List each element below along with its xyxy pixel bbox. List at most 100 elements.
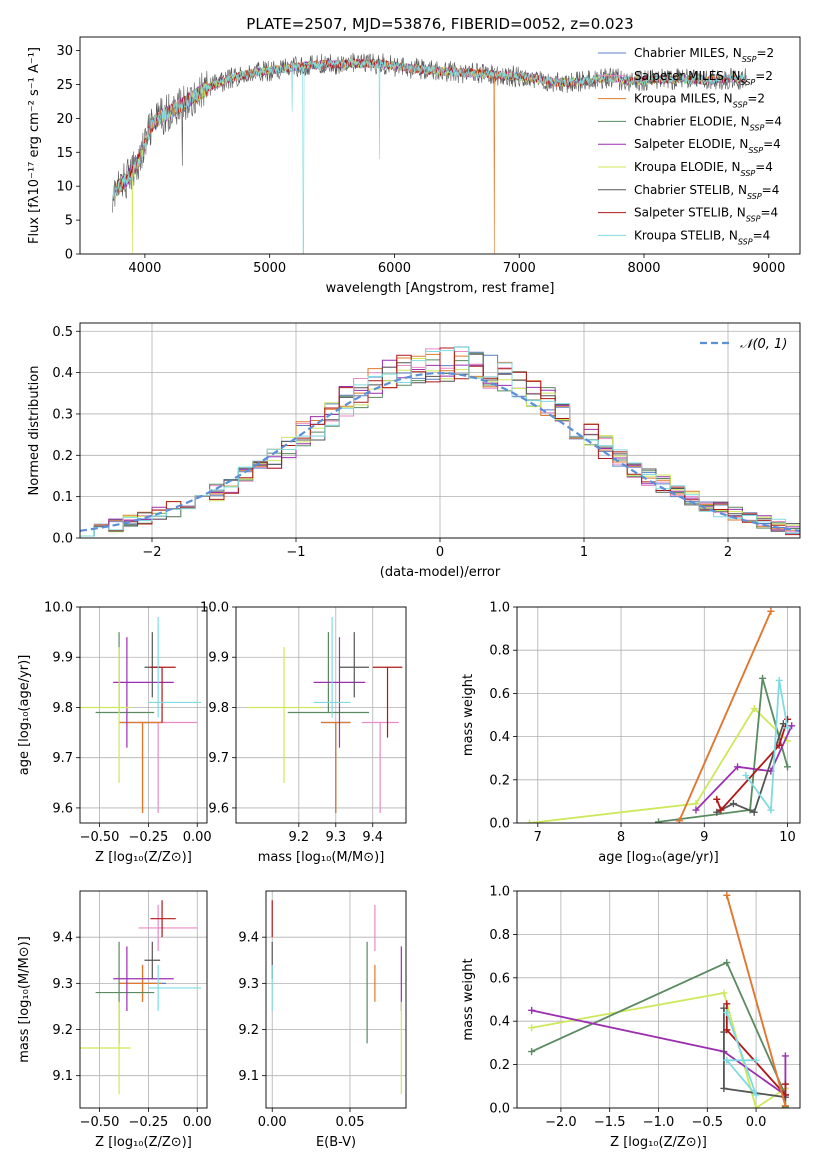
y-tick-label: 20 bbox=[56, 112, 73, 127]
weight-marker bbox=[723, 1009, 731, 1017]
spectrum-line bbox=[112, 58, 747, 201]
weight-marker bbox=[723, 959, 731, 967]
x-tick-label: 9.4 bbox=[362, 830, 383, 845]
x-tick-label: 0.00 bbox=[183, 1115, 212, 1130]
y-tick-label: 1.0 bbox=[489, 601, 510, 616]
weight-marker bbox=[767, 607, 775, 615]
weight-marker bbox=[734, 763, 742, 771]
weight-marker bbox=[655, 818, 662, 823]
x-tick-label: −0.5 bbox=[692, 1115, 724, 1130]
weight-line bbox=[529, 707, 789, 823]
weight-line bbox=[678, 610, 772, 822]
y-axis-label: age [log₁₀(age/yr)] bbox=[17, 655, 32, 776]
x-tick-label: 1 bbox=[580, 545, 588, 560]
y-tick-label: 0.0 bbox=[489, 817, 510, 832]
x-tick-label: 8 bbox=[617, 830, 625, 845]
weight-marker bbox=[723, 1056, 731, 1064]
y-tick-label: 9.4 bbox=[52, 931, 73, 946]
weight-marker bbox=[713, 808, 721, 816]
x-axis-label: Z [log₁₀(Z/Z⊙)] bbox=[610, 1135, 707, 1150]
y-tick-label: 9.6 bbox=[208, 801, 229, 816]
weight-marker bbox=[781, 1102, 789, 1108]
weight-marker bbox=[781, 1052, 789, 1060]
figure-title: PLATE=2507, MJD=53876, FIBERID=0052, z=0… bbox=[246, 15, 633, 33]
x-tick-label: 6000 bbox=[378, 261, 411, 276]
weight-marker bbox=[720, 989, 728, 997]
legend-label: Kroupa MILES, NSSP=2 bbox=[634, 92, 765, 110]
x-tick-label: 10 bbox=[779, 830, 796, 845]
legend-label: Salpeter MILES, NSSP=2 bbox=[634, 69, 773, 87]
plot-area bbox=[80, 346, 800, 537]
axes-frame bbox=[516, 606, 801, 824]
plot-area bbox=[525, 607, 796, 823]
legend-label: 𝒩(0, 1) bbox=[740, 337, 787, 352]
weight-line bbox=[531, 961, 787, 1107]
weight-marker bbox=[767, 806, 775, 814]
weight-marker bbox=[759, 674, 767, 682]
axes-5: −0.50 −0.25 0.00 9.1 9.2 9.3 9.4 Z [log₁₀(Z/Z⊙)… bbox=[17, 890, 212, 1150]
weight-marker bbox=[675, 817, 683, 823]
y-axis-label: mass weight bbox=[461, 674, 476, 756]
weight-marker bbox=[775, 741, 783, 749]
x-axis-label: mass [log₁₀(M/M⊙)] bbox=[258, 850, 385, 865]
axes-2: −0.50 −0.25 0.00 9.6 9.7 9.8 9.9 10.0 Z [log₁₀(Z… bbox=[17, 601, 212, 866]
legend-label: Chabrier ELODIE, NSSP=4 bbox=[634, 114, 782, 131]
weight-marker bbox=[742, 771, 750, 779]
spectrum-line bbox=[114, 58, 572, 254]
x-axis-label: (data-model)/error bbox=[380, 565, 501, 580]
x-tick-label: −0.25 bbox=[128, 830, 168, 845]
y-tick-label: 10.0 bbox=[44, 601, 73, 616]
weight-marker bbox=[729, 800, 737, 808]
x-tick-label: −1.0 bbox=[643, 1115, 675, 1130]
weight-marker bbox=[720, 1084, 728, 1092]
weight-marker bbox=[525, 819, 533, 823]
x-tick-label: −1.5 bbox=[594, 1115, 626, 1130]
gaussian-reference-curve bbox=[80, 371, 800, 532]
legend-label: Kroupa ELODIE, NSSP=4 bbox=[634, 160, 773, 178]
legend-label: Chabrier MILES, NSSP=2 bbox=[634, 46, 774, 64]
y-tick-label: 9.8 bbox=[208, 701, 229, 716]
x-axis-label: E(B-V) bbox=[316, 1135, 356, 1150]
y-tick-label: 0.0 bbox=[52, 532, 73, 547]
y-tick-label: 0.1 bbox=[52, 490, 73, 505]
y-tick-label: 9.2 bbox=[238, 1023, 259, 1038]
x-axis-label: wavelength [Angstrom, rest frame] bbox=[326, 281, 555, 296]
weight-marker bbox=[775, 676, 783, 684]
y-tick-label: 5 bbox=[65, 214, 73, 229]
y-tick-label: 0.8 bbox=[489, 928, 510, 943]
x-tick-label: 9 bbox=[700, 830, 708, 845]
weight-marker bbox=[692, 800, 700, 808]
x-axis-label: Z [log₁₀(Z/Z⊙)] bbox=[95, 850, 192, 865]
y-tick-label: 9.8 bbox=[52, 701, 73, 716]
plot-area bbox=[271, 900, 402, 1095]
x-axis-label: age [log₁₀(age/yr)] bbox=[598, 850, 719, 865]
x-tick-label: 9.2 bbox=[288, 830, 309, 845]
charts-layer: 4000 5000 6000 7000 8000 9000051015202530wave… bbox=[17, 36, 801, 1150]
weight-marker bbox=[784, 763, 792, 771]
y-tick-label: 9.7 bbox=[52, 751, 73, 766]
y-axis-label: Flux [fλ10⁻¹⁷ erg cm⁻² s⁻¹ A⁻¹] bbox=[27, 47, 42, 244]
weight-marker bbox=[752, 1056, 760, 1064]
x-tick-label: 0 bbox=[436, 545, 444, 560]
weight-marker bbox=[528, 1048, 536, 1056]
y-tick-label: 0.4 bbox=[52, 366, 73, 381]
y-axis-label: mass weight bbox=[461, 958, 476, 1040]
weight-marker bbox=[784, 724, 792, 732]
plot-area bbox=[80, 900, 202, 1095]
weight-marker bbox=[723, 1000, 731, 1008]
y-tick-label: 9.9 bbox=[208, 651, 229, 666]
x-tick-label: 9000 bbox=[752, 261, 785, 276]
x-tick-label: −1 bbox=[286, 545, 305, 560]
x-tick-label: −0.25 bbox=[128, 1115, 168, 1130]
weight-marker bbox=[717, 806, 725, 814]
axes-0: 4000 5000 6000 7000 8000 9000 0 5 10 15 20 25 30 wave… bbox=[27, 36, 801, 296]
axes-frame bbox=[265, 890, 407, 1109]
x-tick-label: 0.0 bbox=[746, 1115, 767, 1130]
weight-marker bbox=[752, 1091, 760, 1099]
weight-line bbox=[531, 1009, 787, 1097]
y-tick-label: 0.8 bbox=[489, 644, 510, 659]
y-tick-label: 9.3 bbox=[238, 977, 259, 992]
legend-label: Kroupa STELIB, NSSP=4 bbox=[634, 228, 770, 246]
y-tick-label: 9.7 bbox=[208, 751, 229, 766]
y-tick-label: 30 bbox=[56, 44, 73, 59]
